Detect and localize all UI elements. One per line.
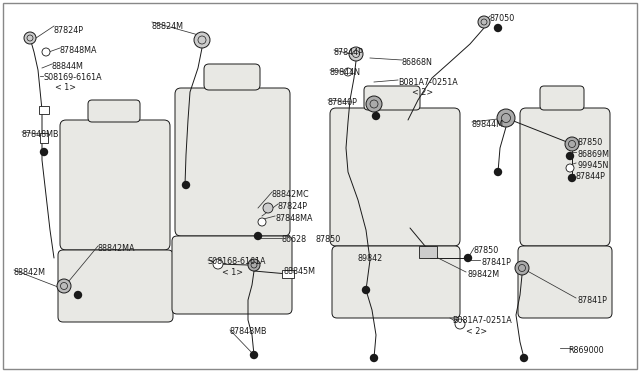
Text: R869000: R869000 (568, 346, 604, 355)
Circle shape (248, 259, 260, 271)
Text: 87824P: 87824P (54, 26, 84, 35)
Circle shape (502, 113, 511, 122)
Text: B081A7-0251A: B081A7-0251A (398, 78, 458, 87)
Text: < 2>: < 2> (412, 88, 433, 97)
FancyBboxPatch shape (172, 236, 292, 314)
FancyBboxPatch shape (58, 250, 173, 322)
Text: 87050: 87050 (490, 14, 515, 23)
Text: 89844N: 89844N (330, 68, 361, 77)
FancyBboxPatch shape (88, 100, 140, 122)
Text: 87850: 87850 (474, 246, 499, 255)
Text: 87841P: 87841P (482, 258, 512, 267)
Circle shape (213, 259, 223, 269)
FancyBboxPatch shape (520, 108, 610, 246)
Circle shape (263, 203, 273, 213)
Circle shape (74, 292, 81, 298)
Text: B081A7-0251A: B081A7-0251A (452, 316, 512, 325)
Bar (39, 106, 49, 114)
Circle shape (481, 19, 487, 25)
Circle shape (518, 264, 525, 272)
Text: 87848MA: 87848MA (60, 46, 97, 55)
Circle shape (366, 96, 382, 112)
FancyBboxPatch shape (330, 108, 460, 246)
Text: 88824M: 88824M (152, 22, 184, 31)
Text: 87848MA: 87848MA (275, 214, 312, 223)
Circle shape (182, 182, 189, 189)
Text: < 1>: < 1> (222, 268, 243, 277)
Circle shape (57, 279, 71, 293)
Circle shape (497, 109, 515, 127)
Text: 87840P: 87840P (328, 98, 358, 107)
Text: 89842M: 89842M (468, 270, 500, 279)
Circle shape (568, 174, 575, 182)
Text: < 1>: < 1> (55, 83, 76, 92)
Bar (419, 246, 437, 258)
Circle shape (349, 47, 363, 61)
Circle shape (566, 153, 573, 160)
FancyBboxPatch shape (60, 120, 170, 250)
FancyBboxPatch shape (518, 246, 612, 318)
FancyBboxPatch shape (540, 86, 584, 110)
Circle shape (455, 319, 465, 329)
FancyBboxPatch shape (364, 86, 420, 110)
Circle shape (24, 32, 36, 44)
Circle shape (465, 254, 472, 262)
Bar (40, 133, 48, 143)
Circle shape (566, 164, 574, 172)
Text: 88842MA: 88842MA (98, 244, 136, 253)
FancyBboxPatch shape (332, 246, 460, 318)
FancyBboxPatch shape (204, 64, 260, 90)
Circle shape (370, 100, 378, 108)
Circle shape (198, 36, 206, 44)
Text: 88845M: 88845M (284, 267, 316, 276)
Circle shape (40, 148, 47, 155)
Text: 87848MB: 87848MB (230, 327, 268, 336)
Circle shape (565, 137, 579, 151)
Text: 87848MB: 87848MB (22, 130, 60, 139)
Text: < 2>: < 2> (466, 327, 487, 336)
Circle shape (371, 355, 378, 362)
Text: 87844P: 87844P (576, 172, 606, 181)
Circle shape (568, 141, 575, 148)
Text: 86869M: 86869M (578, 150, 610, 159)
FancyBboxPatch shape (175, 88, 290, 236)
Circle shape (194, 32, 210, 48)
Text: 88842M: 88842M (14, 268, 46, 277)
Circle shape (515, 261, 529, 275)
Text: 99945N: 99945N (578, 161, 609, 170)
Text: 89844M: 89844M (472, 120, 504, 129)
Circle shape (478, 16, 490, 28)
Circle shape (353, 51, 360, 58)
Text: 89842: 89842 (358, 254, 383, 263)
Text: 87844P: 87844P (334, 48, 364, 57)
Circle shape (495, 169, 502, 176)
Text: 88842MC: 88842MC (272, 190, 310, 199)
Circle shape (42, 48, 50, 56)
Circle shape (251, 262, 257, 268)
Text: S08168-6161A: S08168-6161A (208, 257, 266, 266)
Circle shape (344, 68, 352, 76)
Text: 86628: 86628 (282, 235, 307, 244)
Circle shape (258, 218, 266, 226)
Circle shape (250, 352, 257, 359)
Circle shape (520, 355, 527, 362)
Circle shape (27, 35, 33, 41)
Bar (282, 270, 294, 278)
Text: 87850: 87850 (316, 235, 341, 244)
Circle shape (255, 232, 262, 240)
Text: 87841P: 87841P (578, 296, 608, 305)
Circle shape (362, 286, 369, 294)
Text: S08169-6161A: S08169-6161A (43, 73, 102, 82)
Circle shape (61, 282, 67, 289)
Text: 87850: 87850 (578, 138, 604, 147)
Text: 86868N: 86868N (402, 58, 433, 67)
Text: 87824P: 87824P (278, 202, 308, 211)
Circle shape (372, 112, 380, 119)
Text: 88844M: 88844M (52, 62, 84, 71)
Circle shape (495, 25, 502, 32)
